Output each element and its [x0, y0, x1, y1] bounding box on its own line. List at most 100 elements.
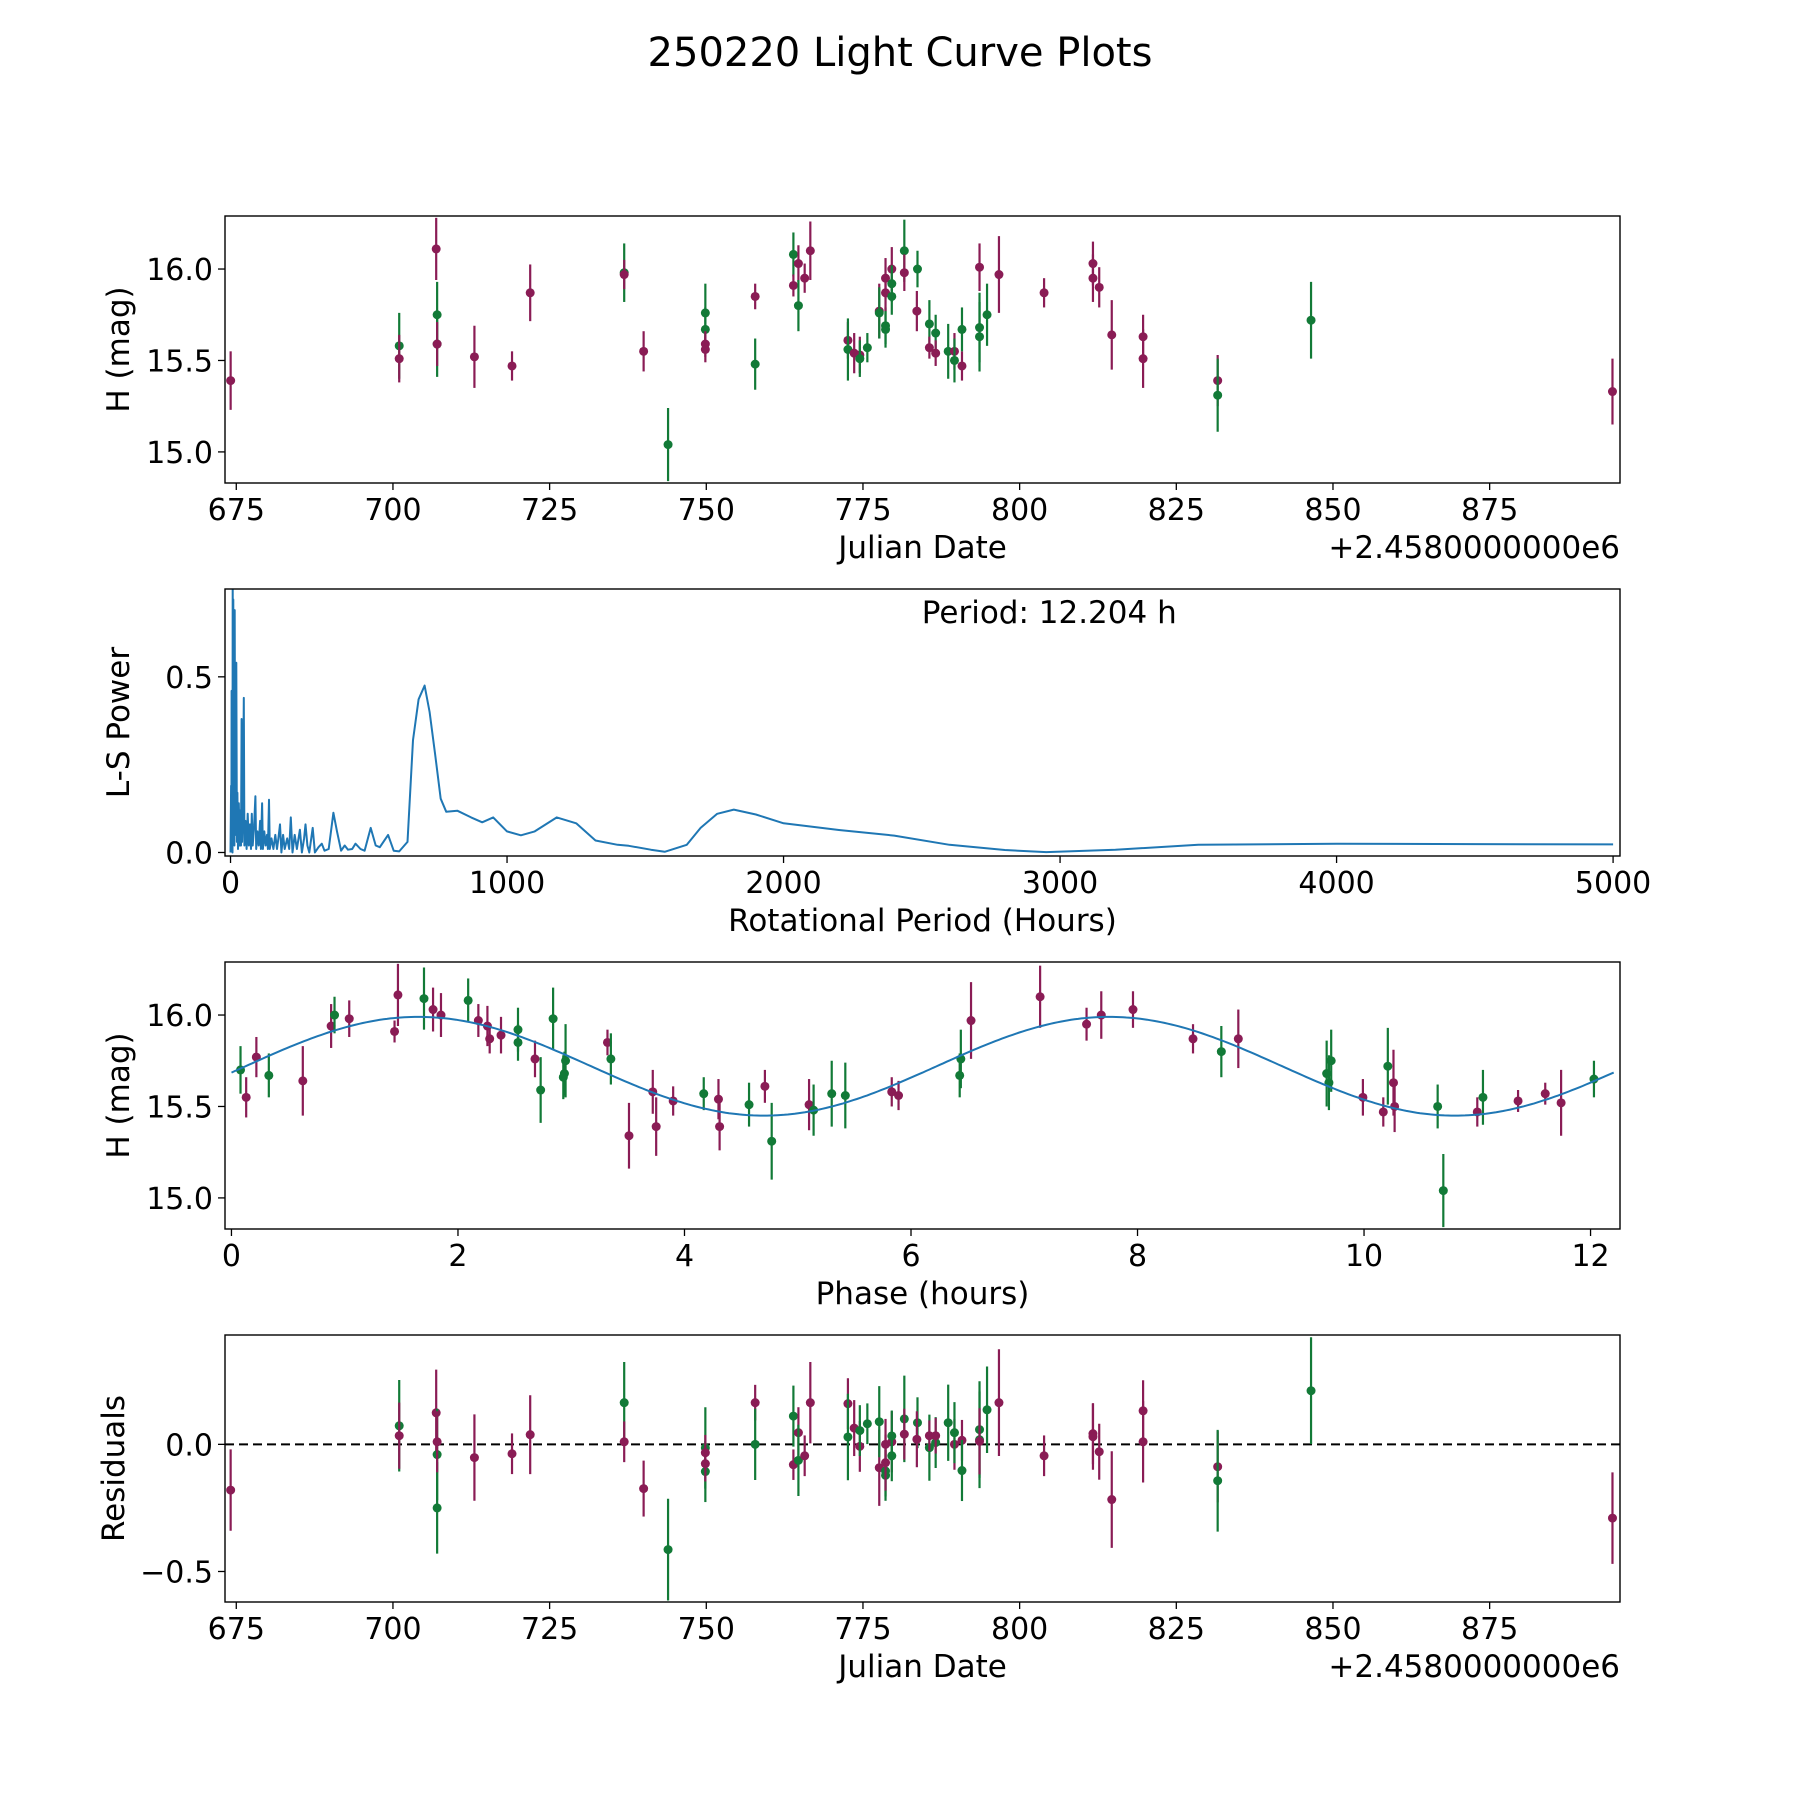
marker — [432, 310, 442, 320]
data-point — [558, 1055, 568, 1100]
data-point — [887, 1077, 897, 1107]
marker — [899, 268, 909, 278]
marker — [874, 1417, 884, 1427]
data-point — [619, 1421, 629, 1463]
marker — [558, 1072, 568, 1082]
data-point — [881, 1434, 891, 1491]
data-point — [982, 283, 992, 346]
marker — [767, 1136, 777, 1146]
marker — [750, 1439, 760, 1449]
data-point — [957, 307, 967, 352]
x-tick-label: 725 — [521, 493, 578, 528]
x-tick-label: 775 — [834, 1612, 891, 1647]
x-tick-label: 800 — [991, 493, 1048, 528]
marker — [507, 361, 517, 371]
data-point — [827, 1060, 837, 1127]
data-point — [912, 1411, 922, 1468]
x-tick-label: 0 — [221, 866, 240, 901]
data-point — [899, 254, 909, 291]
marker — [344, 1014, 354, 1024]
data-point — [855, 1405, 865, 1457]
data-point — [1088, 1403, 1098, 1470]
marker — [226, 376, 236, 386]
marker — [700, 345, 710, 354]
marker — [651, 1122, 661, 1132]
data-point — [663, 408, 673, 482]
marker — [881, 273, 891, 283]
data-point — [1138, 1401, 1148, 1483]
data-point — [1326, 1029, 1336, 1092]
marker — [1094, 1447, 1104, 1457]
data-point — [1390, 1080, 1400, 1133]
marker — [982, 310, 992, 320]
data-point — [887, 1430, 897, 1482]
data-point — [1233, 1009, 1243, 1069]
marker — [663, 440, 673, 450]
marker — [881, 1458, 891, 1468]
marker — [1306, 1386, 1316, 1396]
x-tick-label: 3000 — [1022, 866, 1098, 901]
marker — [949, 355, 959, 365]
marker — [1096, 1010, 1106, 1020]
data-point — [788, 232, 798, 277]
marker — [975, 1436, 985, 1446]
marker — [957, 324, 967, 334]
marker — [548, 1014, 558, 1024]
data-point — [1107, 1451, 1117, 1548]
marker — [432, 1437, 442, 1447]
marker — [862, 1419, 872, 1429]
marker — [226, 1485, 236, 1495]
data-point — [330, 996, 340, 1034]
data-point — [931, 340, 941, 366]
marker — [699, 1089, 709, 1099]
marker — [1306, 315, 1316, 325]
y-tick-label: 16.0 — [146, 253, 213, 288]
data-point — [432, 322, 442, 366]
data-point — [298, 1046, 308, 1116]
data-point — [912, 290, 922, 332]
data-point — [800, 1435, 810, 1477]
data-point — [1094, 267, 1104, 308]
phased-light-curve-plot-area — [231, 963, 1615, 1228]
marker — [957, 1466, 967, 1476]
data-point — [982, 1366, 992, 1453]
marker — [1540, 1089, 1550, 1099]
marker — [994, 1398, 1004, 1408]
data-point — [750, 1408, 760, 1480]
data-point — [226, 1449, 236, 1531]
marker — [750, 359, 760, 369]
marker — [800, 273, 810, 283]
data-point — [536, 1057, 546, 1123]
y-tick-label: 15.5 — [146, 344, 213, 379]
marker — [1607, 387, 1617, 397]
marker — [1107, 1495, 1117, 1505]
data-point — [507, 1433, 517, 1475]
data-point — [624, 1102, 634, 1169]
data-point — [473, 1004, 483, 1037]
x-tick-label: 700 — [364, 1612, 421, 1647]
data-point — [713, 1079, 723, 1120]
marker — [855, 1426, 865, 1436]
data-point — [419, 967, 429, 1030]
data-point — [1378, 1097, 1388, 1127]
data-point — [639, 331, 649, 372]
marker — [966, 1016, 976, 1026]
data-point — [793, 1424, 803, 1496]
data-point — [1096, 991, 1106, 1039]
data-point — [1540, 1082, 1550, 1105]
marker — [788, 280, 798, 290]
data-point — [463, 978, 473, 1023]
x-tick-label: 4 — [675, 1239, 694, 1274]
marker — [1094, 282, 1104, 292]
marker — [330, 1010, 340, 1020]
data-point — [326, 1004, 336, 1048]
axes-frame — [224, 215, 1621, 484]
data-point — [431, 217, 441, 281]
data-point — [994, 1349, 1004, 1457]
marker — [394, 1431, 404, 1441]
x-tick-label: 825 — [1148, 493, 1205, 528]
data-point — [436, 993, 446, 1037]
data-point — [788, 1385, 798, 1447]
figure-title: 250220 Light Curve Plots — [648, 30, 1153, 76]
